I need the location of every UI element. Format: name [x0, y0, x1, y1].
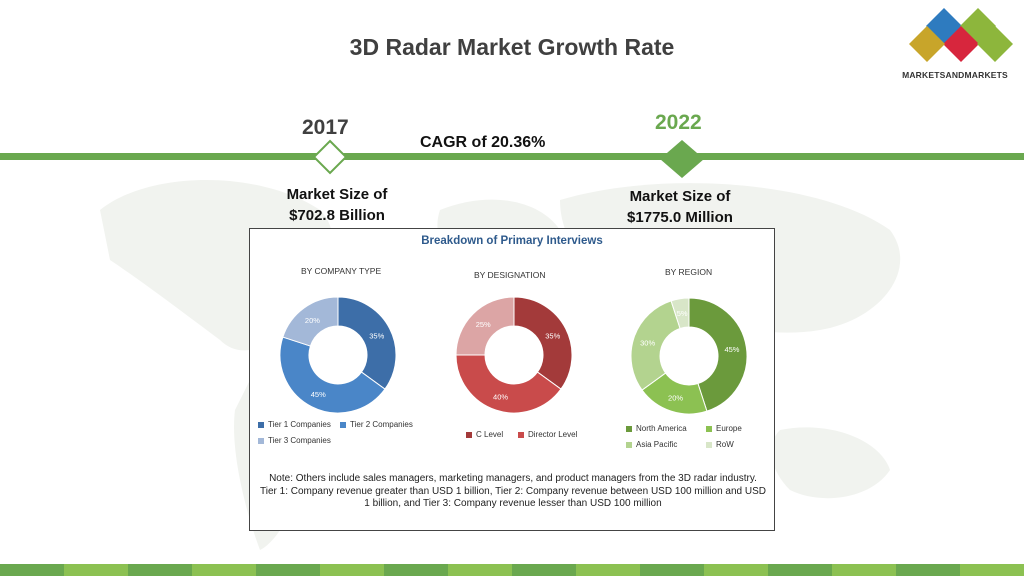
- logo-diamond-lime: [977, 26, 1013, 62]
- legend-label: Europe: [716, 424, 742, 433]
- marker-2017-diamond: [312, 139, 348, 175]
- slice-label: 35%: [545, 331, 560, 340]
- donut-slice: [279, 336, 386, 414]
- legend-swatch: [258, 437, 264, 444]
- legend-label: Asia Pacific: [636, 440, 678, 449]
- legend-item: Tier 1 Companies: [258, 420, 331, 429]
- slice-label: 40%: [493, 392, 508, 401]
- end-market-size: Market Size of $1775.0 Million: [600, 186, 760, 228]
- legend-swatch: [626, 441, 632, 448]
- legend-label: Director Level: [528, 430, 578, 439]
- primary-interviews-panel: Breakdown of Primary Interviews BY COMPA…: [249, 228, 775, 531]
- start-market-size: Market Size of $702.8 Billion: [262, 184, 412, 226]
- donut-slice: [670, 297, 690, 330]
- cagr-label: CAGR of 20.36%: [420, 134, 546, 151]
- legend-item: C Level: [466, 430, 503, 439]
- legend-label: North America: [636, 424, 687, 433]
- slice-label: 30%: [640, 339, 655, 348]
- end-size-line2: $1775.0 Million: [627, 209, 733, 226]
- chart-title-company-type: BY COMPANY TYPE: [301, 266, 382, 276]
- slice-label: 45%: [311, 390, 326, 399]
- legend-swatch: [706, 425, 712, 432]
- legend-item: Director Level: [518, 430, 577, 439]
- start-size-line1: Market Size of: [286, 186, 388, 203]
- legend-swatch: [518, 431, 524, 438]
- slice-label: 20%: [305, 316, 320, 325]
- legend-swatch: [340, 421, 346, 428]
- donut-slice: [688, 297, 748, 412]
- legend-item: Tier 2 Companies: [340, 420, 413, 429]
- donut-slice: [455, 354, 562, 414]
- slice-label: 5%: [677, 309, 688, 318]
- panel-title: Breakdown of Primary Interviews: [421, 235, 603, 247]
- end-size-line1: Market Size of: [629, 188, 731, 205]
- page-title: 3D Radar Market Growth Rate: [349, 34, 675, 60]
- slice-label: 35%: [369, 331, 384, 340]
- marker-2022-diamond: [660, 140, 704, 178]
- panel-note: Note: Others include sales managers, mar…: [258, 473, 768, 511]
- legend-swatch: [626, 425, 632, 432]
- legend-swatch: [466, 431, 472, 438]
- legend-item: RoW: [706, 440, 734, 449]
- legend-swatch: [706, 441, 712, 448]
- legend-label: Tier 1 Companies: [268, 420, 331, 429]
- legend-item: Tier 3 Companies: [258, 436, 331, 445]
- start-size-line2: $702.8 Billion: [289, 207, 385, 224]
- timeline-bar: [0, 153, 1024, 160]
- legend-label: C Level: [476, 430, 504, 439]
- slice-label: 20%: [668, 393, 683, 402]
- company-logo: [909, 8, 1013, 62]
- logo-diamond-red: [943, 26, 979, 62]
- chart-title-designation: BY DESIGNATION: [474, 270, 546, 280]
- slice-label: 45%: [724, 345, 739, 354]
- start-year: 2017: [302, 116, 349, 139]
- legend-label: RoW: [716, 440, 734, 449]
- note-line-2: Tier 1: Company revenue greater than USD…: [260, 485, 766, 510]
- donut-slice: [513, 296, 573, 390]
- legend-item: Asia Pacific: [626, 440, 677, 449]
- donut-slice: [282, 296, 339, 347]
- donut-slice: [630, 300, 681, 391]
- donut-slice: [455, 296, 515, 356]
- donut-slice: [337, 296, 397, 390]
- chart-title-region: BY REGION: [665, 267, 713, 277]
- legend-swatch: [258, 421, 264, 428]
- legend-label: Tier 3 Companies: [268, 436, 331, 445]
- footer-stripe: [0, 564, 1024, 576]
- logo-diamond-gold: [909, 26, 945, 62]
- donut-charts: 35% 45% 20% 35% 40% 25% 45% 20% 30% 5%: [279, 296, 748, 415]
- legend-item: North America: [626, 424, 687, 433]
- legend-item: Europe: [706, 424, 742, 433]
- slice-label: 25%: [476, 320, 491, 329]
- end-year: 2022: [655, 111, 702, 134]
- legend-label: Tier 2 Companies: [350, 420, 413, 429]
- logo-text: MARKETSANDMARKETS: [902, 70, 1008, 80]
- note-line-1: Note: Others include sales managers, mar…: [269, 473, 757, 484]
